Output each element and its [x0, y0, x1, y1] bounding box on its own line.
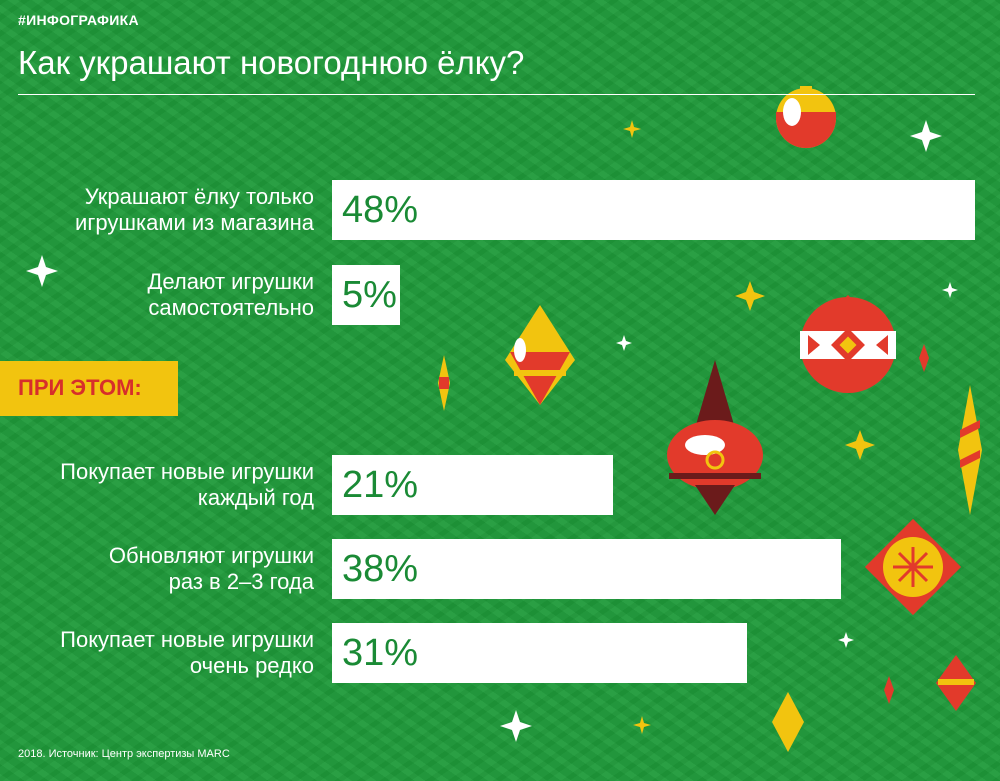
bar-label-line: Делают игрушки: [147, 269, 314, 294]
bar-label-handmade: Делают игрушки самостоятельно: [4, 269, 314, 321]
bar-label-store-toys: Украшают ёлку только игрушками из магази…: [4, 184, 314, 236]
bar-label-line: Покупает новые игрушки: [60, 459, 314, 484]
bar-label-rarely: Покупает новые игрушки очень редко: [4, 627, 314, 679]
bar-value: 38%: [342, 548, 419, 590]
bar-label-every-year: Покупает новые игрушки каждый год: [4, 459, 314, 511]
bar-label-line: Украшают ёлку только: [84, 184, 314, 209]
sparkle-stars: [26, 120, 958, 742]
bauble-ornament: [776, 86, 836, 148]
small-drop-ornament-2: [919, 344, 929, 372]
section-label-banner: ПРИ ЭТОМ:: [0, 361, 178, 416]
bar-label-every-2-3-years: Обновляют игрушки раз в 2–3 года: [4, 543, 314, 595]
gold-stars: [623, 120, 875, 734]
bar-label-line: Обновляют игрушки: [108, 543, 314, 568]
icicle-ornament: [958, 385, 982, 515]
section-label: ПРИ ЭТОМ:: [18, 375, 142, 400]
bar-label-line: раз в 2–3 года: [168, 569, 314, 594]
bar-every-year: 21%: [332, 455, 613, 515]
bar-value: 48%: [342, 189, 419, 231]
bar-label-line: очень редко: [189, 653, 314, 678]
small-drop-ornament-3: [884, 676, 894, 704]
infographic-tag: #ИНФОГРАФИКА: [18, 12, 139, 28]
bottom-drop-ornament: [772, 692, 804, 752]
tall-drop-ornament: [667, 360, 763, 515]
bar-label-line: самостоятельно: [148, 295, 314, 320]
bar-value: 31%: [342, 632, 419, 674]
drop-ornament: [505, 305, 575, 405]
bar-value: 21%: [342, 464, 419, 506]
bar-value: 5%: [342, 274, 397, 316]
bar-store-toys: 48%: [332, 180, 975, 240]
bar-label-line: каждый год: [197, 485, 314, 510]
bar-label-line: Покупает новые игрушки: [60, 627, 314, 652]
bar-label-line: игрушками из магазина: [75, 210, 314, 235]
bottom-right-ornament: [936, 655, 976, 711]
title-divider: [18, 94, 975, 95]
bar-rarely: 31%: [332, 623, 747, 683]
page-title: Как украшают новогоднюю ёлку?: [18, 44, 525, 81]
bar-every-2-3-years: 38%: [332, 539, 841, 599]
diamond-ornament: [800, 295, 896, 393]
small-drop-ornament: [438, 355, 450, 411]
bar-handmade: 5%: [332, 265, 400, 325]
source-note: 2018. Источник: Центр экспертизы MARC: [18, 748, 230, 760]
snowflake-ornament: [864, 518, 962, 616]
